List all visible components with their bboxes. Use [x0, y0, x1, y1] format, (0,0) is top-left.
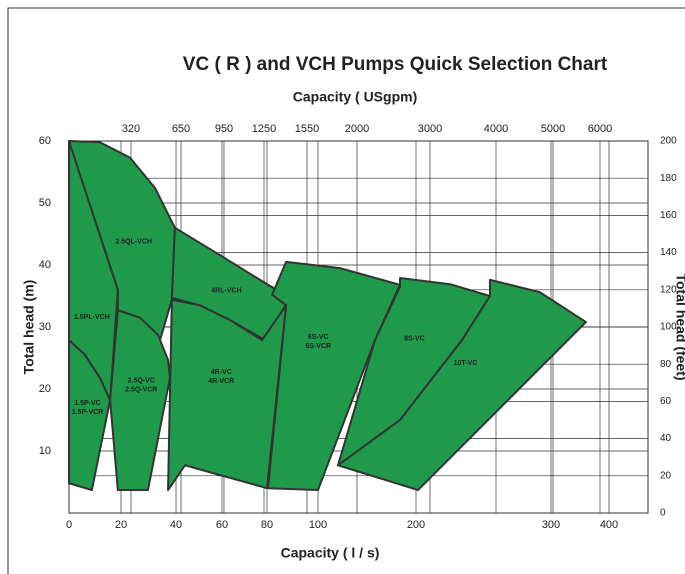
region-label: 4R-VCR [208, 378, 234, 385]
x2-tick-label: 6000 [588, 123, 612, 135]
region-label: 4RL-VCH [211, 287, 241, 294]
y-tick-label: 10 [39, 445, 51, 457]
y2-tick-label: 60 [660, 396, 672, 407]
region-label: 6S-VC [308, 334, 329, 341]
x2-tick-label: 320 [122, 123, 140, 135]
region-label: 2.5QL-VCH [115, 238, 152, 245]
pump-region [267, 260, 402, 492]
x2-tick-label: 1550 [295, 123, 319, 135]
y-tick-label: 60 [39, 135, 51, 147]
x2-tick-label: 5000 [541, 123, 565, 135]
y-tick-label: 20 [39, 383, 51, 395]
x-tick-label: 20 [115, 519, 127, 531]
y2-tick-label: 80 [660, 359, 672, 370]
region-label: 6S-VCR [305, 343, 331, 350]
x2-tick-label: 3000 [418, 123, 442, 135]
region-label: 2.5Q-VC [128, 377, 155, 384]
y2-tick-label: 160 [660, 210, 677, 221]
x-tick-label: 200 [407, 519, 425, 531]
frame [7, 7, 685, 574]
y-tick-label: 30 [39, 321, 51, 333]
y2-tick-label: 40 [660, 433, 672, 444]
y2-tick-label: 140 [660, 247, 677, 258]
x2-axis-title: Capacity ( USgpm) [293, 89, 417, 105]
region-label: 10T-VC [454, 360, 478, 367]
y-axis-title: Total head (m) [21, 280, 37, 375]
region-label: 1.5P-VCR [72, 409, 104, 416]
region-label: 2.5Q-VCR [125, 386, 157, 393]
x2-tick-label: 2000 [345, 123, 369, 135]
region-label: 1.5P-VC [74, 400, 100, 407]
y2-tick-label: 120 [660, 284, 677, 295]
x-tick-label: 400 [600, 519, 618, 531]
x-tick-label: 60 [216, 519, 228, 531]
x-tick-label: 80 [261, 519, 273, 531]
y2-tick-label: 100 [660, 322, 677, 333]
y2-tick-label: 20 [660, 470, 672, 481]
x2-tick-label: 1250 [252, 123, 276, 135]
y2-tick-label: 0 [660, 508, 666, 519]
y-tick-label: 50 [39, 197, 51, 209]
y2-axis-title: Total head (feet) [673, 273, 685, 380]
y2-tick-label: 180 [660, 173, 677, 184]
region-label: 8S-VC [404, 336, 425, 343]
x-axis-title: Capacity ( l / s) [281, 545, 380, 561]
x2-tick-label: 650 [172, 123, 190, 135]
y-tick-label: 40 [39, 259, 51, 271]
chart-title: VC ( R ) and VCH Pumps Quick Selection C… [183, 54, 608, 75]
region-label: 4R-VC [211, 369, 232, 376]
y2-tick-label: 200 [660, 136, 677, 147]
x2-tick-label: 4000 [484, 123, 508, 135]
x-tick-label: 0 [66, 519, 72, 531]
x2-tick-label: 950 [215, 123, 233, 135]
x-tick-label: 40 [170, 519, 182, 531]
x-tick-label: 300 [542, 519, 560, 531]
region-label: 1.5PL-VCH [74, 314, 110, 321]
x-tick-label: 100 [309, 519, 327, 531]
pump-region [336, 278, 587, 492]
